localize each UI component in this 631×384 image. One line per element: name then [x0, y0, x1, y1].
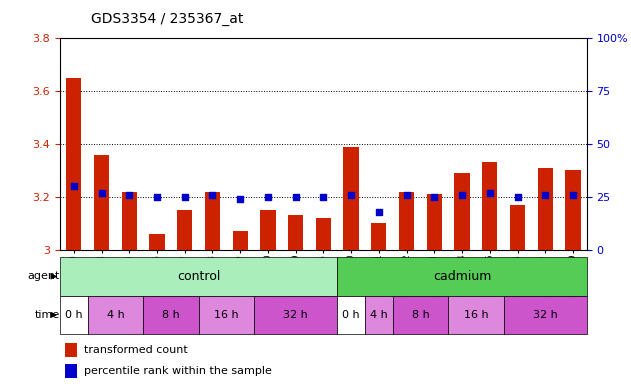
Bar — [288, 215, 304, 250]
Text: agent: agent — [28, 271, 60, 281]
Point — [401, 192, 411, 198]
Point — [208, 192, 218, 198]
Point — [346, 192, 356, 198]
Bar — [538, 168, 553, 250]
Bar — [205, 192, 220, 250]
Text: percentile rank within the sample: percentile rank within the sample — [84, 366, 271, 376]
Point — [69, 183, 79, 189]
Text: GDS3354 / 235367_at: GDS3354 / 235367_at — [91, 12, 244, 25]
Bar — [365, 296, 392, 334]
Point — [512, 194, 522, 200]
Bar — [448, 296, 504, 334]
Text: 16 h: 16 h — [214, 310, 239, 320]
Text: 8 h: 8 h — [162, 310, 180, 320]
Point — [97, 190, 107, 196]
Text: 0 h: 0 h — [65, 310, 83, 320]
Bar — [65, 343, 77, 356]
Text: control: control — [177, 270, 220, 283]
Bar — [233, 231, 248, 250]
Bar — [454, 173, 469, 250]
Bar — [254, 296, 337, 334]
Bar — [337, 296, 365, 334]
Text: time: time — [35, 310, 60, 320]
Bar — [565, 170, 581, 250]
Point — [568, 192, 578, 198]
Text: 32 h: 32 h — [533, 310, 558, 320]
Bar — [482, 162, 497, 250]
Bar — [66, 78, 81, 250]
Bar — [316, 218, 331, 250]
Text: 0 h: 0 h — [342, 310, 360, 320]
Bar — [510, 205, 525, 250]
Bar — [504, 296, 587, 334]
Bar — [122, 192, 137, 250]
Bar — [199, 296, 254, 334]
Bar — [261, 210, 276, 250]
Bar — [88, 296, 143, 334]
Bar — [427, 194, 442, 250]
Point — [374, 209, 384, 215]
Text: cadmium: cadmium — [433, 270, 491, 283]
Point — [180, 194, 190, 200]
Point — [540, 192, 550, 198]
Point — [485, 190, 495, 196]
Point — [235, 196, 245, 202]
Point — [291, 194, 301, 200]
Text: 8 h: 8 h — [411, 310, 429, 320]
Bar — [65, 364, 77, 378]
Text: 32 h: 32 h — [283, 310, 308, 320]
Bar — [94, 155, 109, 250]
Text: 4 h: 4 h — [370, 310, 387, 320]
Bar — [337, 257, 587, 296]
Bar — [143, 296, 199, 334]
Bar — [60, 296, 88, 334]
Text: transformed count: transformed count — [84, 344, 187, 354]
Bar — [343, 147, 359, 250]
Bar — [392, 296, 448, 334]
Bar — [150, 234, 165, 250]
Text: 16 h: 16 h — [464, 310, 488, 320]
Point — [124, 192, 134, 198]
Text: 4 h: 4 h — [107, 310, 124, 320]
Point — [152, 194, 162, 200]
Bar — [177, 210, 192, 250]
Bar — [399, 192, 414, 250]
Point — [457, 192, 467, 198]
Bar — [371, 223, 386, 250]
Point — [318, 194, 328, 200]
Point — [429, 194, 439, 200]
Bar — [60, 257, 337, 296]
Point — [263, 194, 273, 200]
